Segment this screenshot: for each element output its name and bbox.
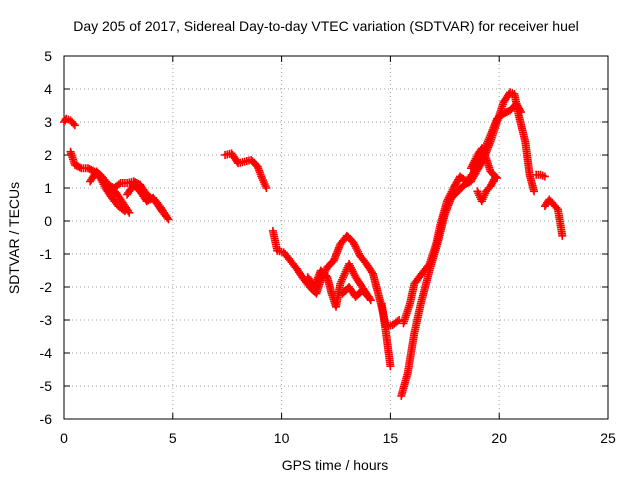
data-point bbox=[363, 291, 372, 300]
axis-ticks bbox=[63, 55, 609, 420]
data-point bbox=[162, 212, 171, 221]
data-point bbox=[367, 268, 376, 277]
y-tick-label: 3 bbox=[44, 114, 52, 130]
series-arc12 bbox=[399, 99, 525, 328]
data-point bbox=[120, 207, 129, 216]
y-tick-label: -6 bbox=[40, 411, 53, 427]
y-tick-label: -4 bbox=[40, 345, 53, 361]
data-point bbox=[386, 362, 395, 371]
series-arc4 bbox=[94, 170, 129, 216]
series-arc5 bbox=[123, 180, 171, 221]
data-point bbox=[490, 174, 499, 183]
x-tick-label: 10 bbox=[274, 430, 290, 446]
data-point bbox=[364, 292, 373, 301]
y-tick-labels: -6 -5 -4 -3 -2 -1 0 1 2 3 4 5 bbox=[40, 48, 53, 427]
plot-frame bbox=[63, 55, 609, 420]
data-point bbox=[125, 208, 134, 217]
y-tick-label: -1 bbox=[40, 246, 53, 262]
x-tick-labels: 0 5 10 15 20 25 bbox=[60, 430, 616, 446]
data-point bbox=[540, 172, 549, 181]
data-point bbox=[119, 205, 128, 214]
data-point bbox=[530, 187, 539, 196]
x-tick-label: 5 bbox=[169, 430, 177, 446]
series-arc9 bbox=[338, 283, 373, 301]
y-tick-label: 2 bbox=[44, 147, 52, 163]
series-arc8 bbox=[303, 259, 375, 311]
y-tick-label: -2 bbox=[40, 279, 53, 295]
data-point bbox=[516, 106, 525, 115]
x-tick-label: 25 bbox=[600, 430, 616, 446]
data-point bbox=[69, 119, 78, 128]
data-point bbox=[161, 210, 170, 219]
data-point bbox=[70, 121, 79, 130]
data-points bbox=[60, 88, 567, 400]
chart-title: Day 205 of 2017, Sidereal Day-to-day VTE… bbox=[73, 18, 579, 34]
y-tick-label: 5 bbox=[44, 48, 52, 64]
y-tick-label: -5 bbox=[40, 378, 53, 394]
y-tick-label: 1 bbox=[44, 180, 52, 196]
y-axis-label: SDTVAR / TECUs bbox=[6, 182, 22, 294]
series-arc16 bbox=[540, 195, 567, 240]
y-tick-label: 4 bbox=[44, 81, 52, 97]
x-tick-label: 0 bbox=[60, 430, 68, 446]
series-arc15 bbox=[532, 170, 549, 181]
x-tick-label: 20 bbox=[491, 430, 507, 446]
y-tick-label: 0 bbox=[44, 213, 52, 229]
data-point bbox=[552, 203, 561, 212]
series-arc6 bbox=[221, 149, 271, 192]
series-arc14 bbox=[473, 174, 499, 206]
series-arc1 bbox=[60, 114, 79, 130]
series-arc2 bbox=[66, 147, 173, 224]
data-point bbox=[262, 184, 271, 192]
x-axis-label: GPS time / hours bbox=[282, 457, 389, 473]
x-tick-label: 15 bbox=[383, 430, 399, 446]
data-point bbox=[75, 163, 84, 172]
data-point bbox=[558, 231, 567, 240]
series-arc10 bbox=[377, 299, 395, 371]
y-tick-label: -3 bbox=[40, 312, 53, 328]
grid-lines bbox=[64, 56, 608, 419]
data-point bbox=[516, 108, 525, 117]
data-point bbox=[489, 175, 498, 184]
data-point bbox=[114, 180, 123, 189]
